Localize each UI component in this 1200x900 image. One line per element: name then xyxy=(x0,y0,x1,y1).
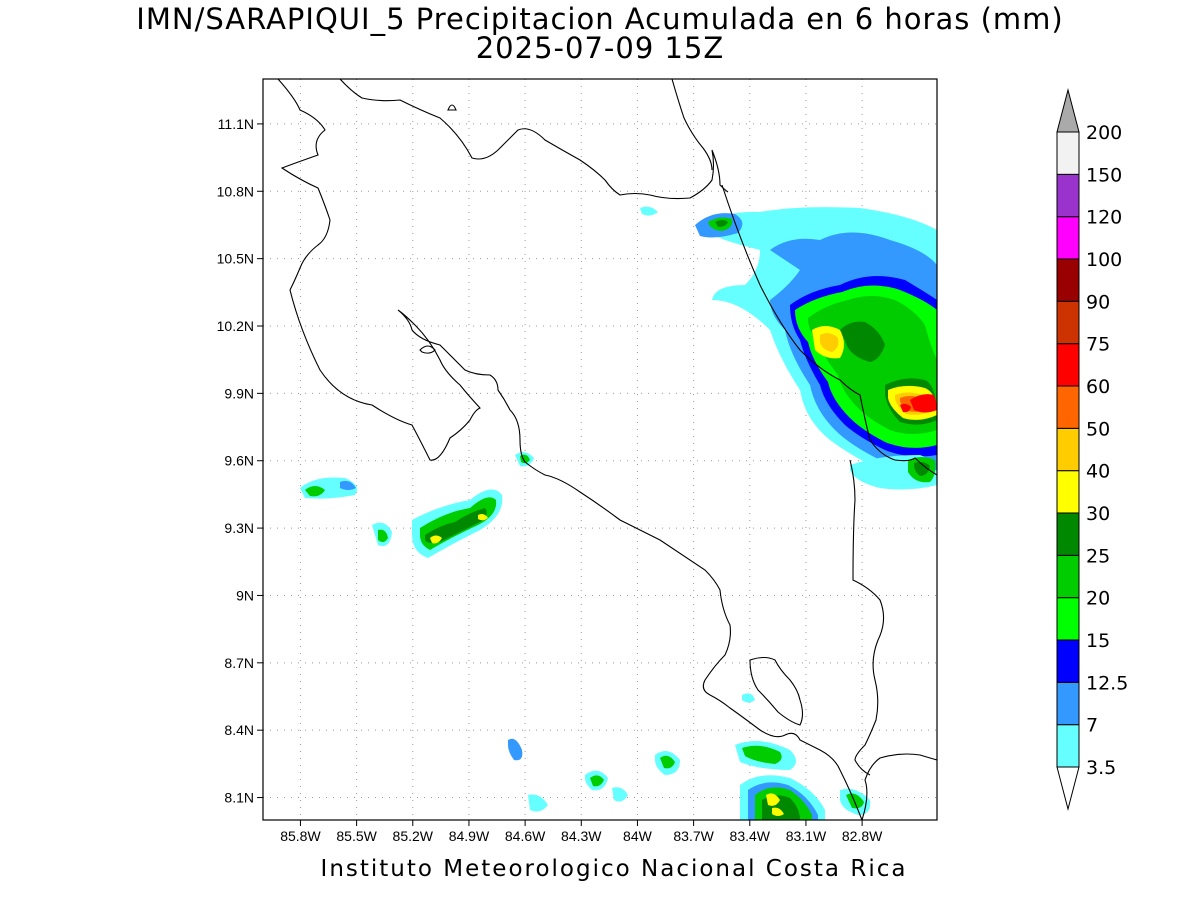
colorbar-label: 120 xyxy=(1086,207,1122,229)
lat-tick-label: 10.2N xyxy=(217,318,254,334)
lat-tick-label: 9N xyxy=(236,587,254,603)
lon-tick-label: 84.9W xyxy=(449,828,490,844)
colorbar-label: 75 xyxy=(1086,334,1110,356)
colorbar-label: 60 xyxy=(1086,376,1110,398)
colorbar-label: 20 xyxy=(1086,588,1110,610)
lon-tick-label: 84.3W xyxy=(561,828,602,844)
colorbar-label: 50 xyxy=(1086,418,1110,440)
colorbar-swatch xyxy=(1056,554,1080,599)
colorbar-swatch xyxy=(1056,173,1080,218)
lat-tick-label: 8.1N xyxy=(224,790,254,806)
colorbar-label: 90 xyxy=(1086,291,1110,313)
colorbar-swatch xyxy=(1056,470,1080,514)
colorbar-label: 40 xyxy=(1086,461,1110,483)
map-frame xyxy=(262,78,938,821)
axis-ticks: 85.8W 85.5W 85.2W 84.9W 84.6W 84.3W 84W 83.7W 83… xyxy=(217,116,883,844)
credit-text: Instituto Meteorologico Nacional Costa R… xyxy=(320,856,908,882)
colorbar-over-arrow xyxy=(1056,88,1080,133)
colorbar-swatch xyxy=(1056,343,1080,387)
map-title: IMN/SARAPIQUI_5 Precipitacion Acumulada … xyxy=(136,2,1064,36)
colorbar-swatch xyxy=(1056,131,1080,175)
colorbar-swatch xyxy=(1056,639,1080,683)
lat-tick-label: 10.5N xyxy=(217,251,254,267)
colorbar-swatch xyxy=(1056,724,1080,768)
colorbar-label: 100 xyxy=(1086,249,1122,271)
lon-tick-label: 84W xyxy=(623,828,653,844)
map-gridlines xyxy=(263,79,937,820)
colorbar-label: 12.5 xyxy=(1086,672,1128,694)
lat-tick-label: 9.6N xyxy=(224,453,254,469)
colorbar-swatch xyxy=(1056,258,1080,302)
colorbar-label: 200 xyxy=(1086,122,1122,144)
lat-tick-label: 8.4N xyxy=(224,722,254,738)
precipitation-field xyxy=(300,206,937,820)
colorbar-swatch xyxy=(1056,512,1080,556)
colorbar-label: 150 xyxy=(1086,164,1122,186)
lon-tick-label: 85.5W xyxy=(336,828,377,844)
colorbar-label: 15 xyxy=(1086,630,1110,652)
lat-tick-label: 9.9N xyxy=(224,385,254,401)
lat-tick-label: 8.7N xyxy=(224,655,254,671)
colorbar-label: 30 xyxy=(1086,503,1110,525)
lon-tick-label: 84.6W xyxy=(505,828,546,844)
colorbar-swatch xyxy=(1056,681,1080,726)
lon-tick-label: 83.4W xyxy=(730,828,771,844)
lon-tick-label: 83.7W xyxy=(673,828,714,844)
colorbar-label: 3.5 xyxy=(1086,757,1116,779)
lon-tick-label: 85.8W xyxy=(280,828,321,844)
colorbar-label: 7 xyxy=(1086,715,1098,737)
colorbar-swatch xyxy=(1056,216,1080,260)
colorbar-label: 25 xyxy=(1086,545,1110,567)
colorbar: 3.5 7 12.5 15 20 25 30 40 50 60 75 90 100 120 150 200 xyxy=(1056,88,1128,811)
map-subtitle-datetime: 2025-07-09 15Z xyxy=(475,31,725,65)
lat-tick-label: 9.3N xyxy=(224,520,254,536)
lat-tick-label: 10.8N xyxy=(217,183,254,199)
coastline-borders xyxy=(277,79,937,820)
colorbar-swatch xyxy=(1056,385,1080,429)
colorbar-swatch xyxy=(1056,427,1080,472)
colorbar-swatch xyxy=(1056,300,1080,345)
colorbar-under-arrow xyxy=(1056,766,1080,811)
lon-tick-label: 85.2W xyxy=(393,828,434,844)
lon-tick-label: 82.8W xyxy=(842,828,883,844)
lon-tick-label: 83.1W xyxy=(786,828,827,844)
colorbar-swatch xyxy=(1056,597,1080,641)
lat-tick-label: 11.1N xyxy=(218,116,254,132)
